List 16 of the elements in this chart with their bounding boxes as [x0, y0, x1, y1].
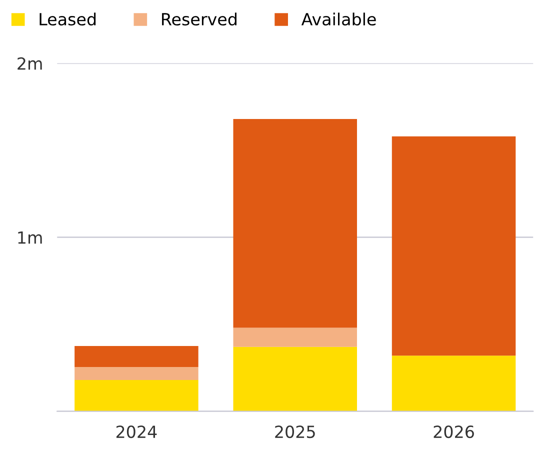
x-tick-label: 2026	[434, 426, 474, 438]
bar	[392, 136, 516, 356]
bar	[233, 328, 357, 347]
bar	[233, 346, 357, 412]
legend-label: Available	[301, 12, 376, 26]
bar	[392, 356, 516, 412]
bar	[74, 346, 198, 367]
x-tick-label: 2025	[275, 426, 315, 438]
y-tick-label: 1m	[18, 231, 42, 244]
x-tick-label: 2024	[116, 426, 157, 438]
y-tick-label: 2m	[18, 57, 42, 70]
bar	[74, 380, 198, 412]
bar	[233, 118, 357, 328]
legend-label: Reserved	[162, 12, 236, 26]
legend-label: Leased	[40, 12, 96, 26]
bar	[74, 366, 198, 380]
